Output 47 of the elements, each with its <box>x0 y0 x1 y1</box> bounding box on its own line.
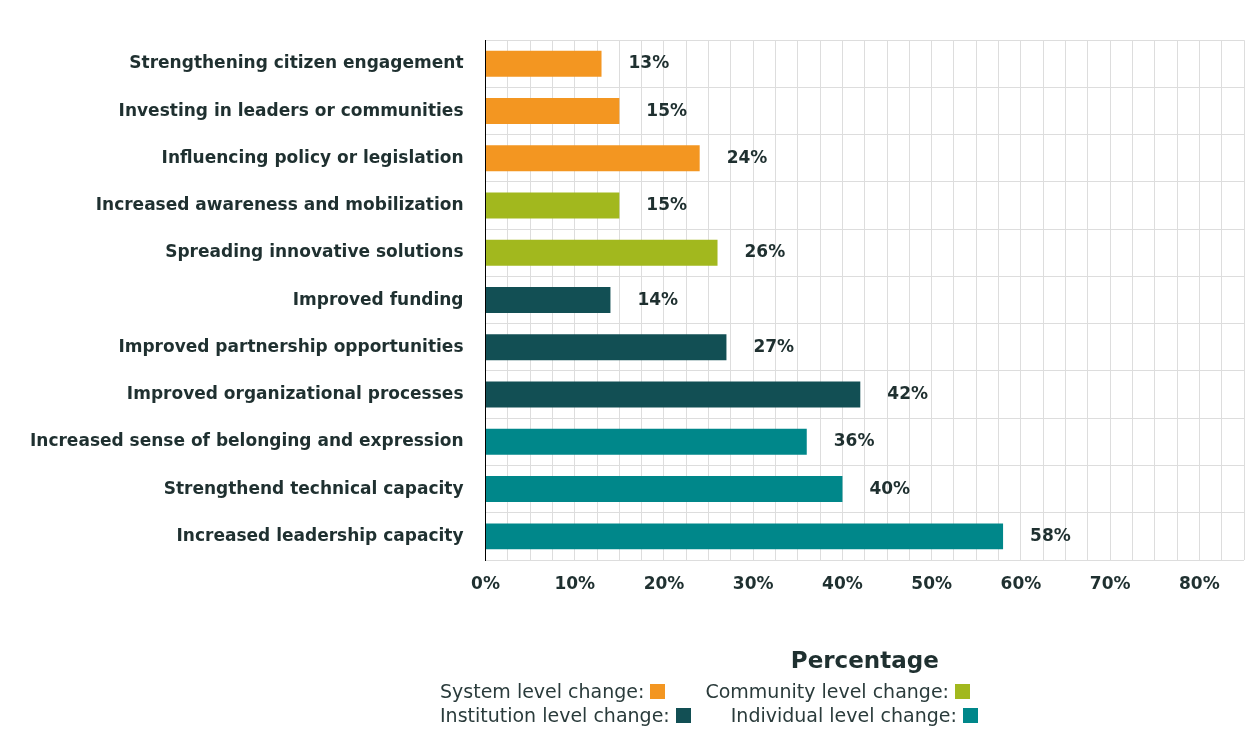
x-tick-label: 70% <box>1089 572 1131 593</box>
bar <box>486 523 1004 550</box>
x-tick-label: 30% <box>732 572 774 593</box>
y-tick-label: Strengthend technical capacity <box>163 477 464 498</box>
data-label: 27% <box>753 335 795 356</box>
y-tick-label: Spreading innovative solutions <box>165 241 464 262</box>
x-tick-label: 40% <box>822 572 863 593</box>
x-tick-label: 10% <box>554 572 596 593</box>
bar <box>486 381 861 408</box>
x-tick-label: 0% <box>471 572 500 593</box>
data-label: 14% <box>637 288 679 309</box>
y-tick-label: Increased sense of belonging and expression <box>29 430 464 451</box>
y-tick-label: Increased awareness and mobilization <box>95 194 464 215</box>
data-label: 40% <box>869 477 911 498</box>
legend-label: Institution level change: <box>440 704 670 726</box>
legend-label: System level change: <box>440 680 645 702</box>
data-label: 42% <box>887 383 928 404</box>
bar <box>486 50 602 77</box>
data-label: 58% <box>1030 524 1071 545</box>
bar <box>486 428 807 455</box>
x-axis-title: Percentage <box>790 647 939 674</box>
bar <box>486 287 611 314</box>
bar <box>486 476 843 503</box>
bar <box>486 239 718 266</box>
bar <box>486 145 700 172</box>
y-tick-label: Strengthening citizen engagement <box>129 52 464 73</box>
bar <box>486 192 620 219</box>
legend-label: Individual level change: <box>730 704 957 726</box>
data-label: 15% <box>646 194 688 215</box>
y-tick-label: Improved funding <box>292 288 464 309</box>
data-label: 13% <box>628 52 670 73</box>
x-tick-label: 80% <box>1179 572 1220 593</box>
y-tick-label: Improved partnership opportunities <box>118 335 464 356</box>
x-tick-label: 60% <box>1000 572 1042 593</box>
bar <box>486 98 620 125</box>
data-label: 15% <box>646 99 688 120</box>
y-tick-label: Improved organizational processes <box>126 383 464 404</box>
bar <box>486 334 727 361</box>
y-tick-label: Investing in leaders or communities <box>118 99 464 120</box>
x-tick-label: 50% <box>911 572 953 593</box>
data-label: 26% <box>744 241 786 262</box>
data-label: 36% <box>833 430 875 451</box>
y-tick-label: Increased leadership capacity <box>176 524 464 545</box>
legend-label: Community level change: <box>705 680 949 702</box>
x-tick-label: 20% <box>643 572 685 593</box>
y-tick-label: Influencing policy or legislation <box>161 146 464 167</box>
data-label: 24% <box>726 146 768 167</box>
